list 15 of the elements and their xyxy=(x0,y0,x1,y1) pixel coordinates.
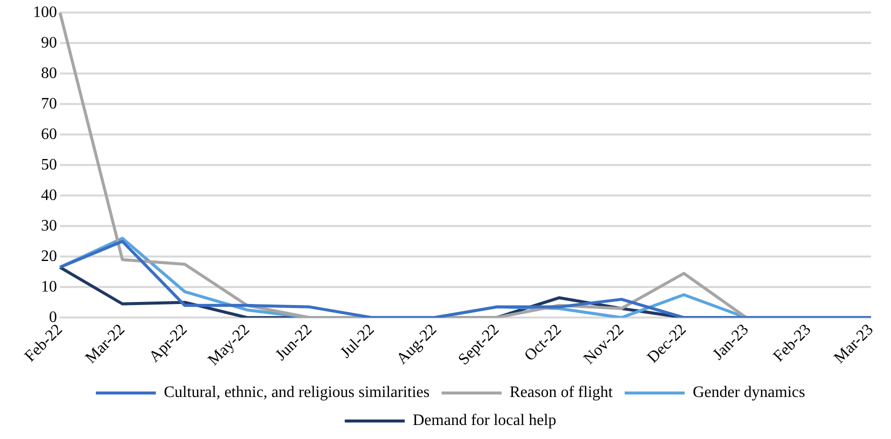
y-tick-label: 90 xyxy=(41,34,57,52)
y-tick-label: 80 xyxy=(41,64,57,82)
y-tick-label: 0 xyxy=(49,308,57,326)
y-tick-label: 30 xyxy=(41,217,57,234)
legend-label: Demand for local help xyxy=(412,412,556,430)
y-tick-label: 20 xyxy=(41,248,57,265)
y-tick-label: 60 xyxy=(41,126,57,143)
y-tick-label: 50 xyxy=(41,156,57,174)
legend-label: Gender dynamics xyxy=(692,384,806,402)
y-tick-label: 40 xyxy=(41,186,57,204)
legend-label: Reason of flight xyxy=(510,384,614,402)
y-tick-label: 100 xyxy=(33,4,57,21)
legend-label: Cultural, ethnic, and religious similarities xyxy=(164,384,430,402)
y-tick-label: 70 xyxy=(41,95,57,112)
y-tick-label: 10 xyxy=(41,278,57,296)
